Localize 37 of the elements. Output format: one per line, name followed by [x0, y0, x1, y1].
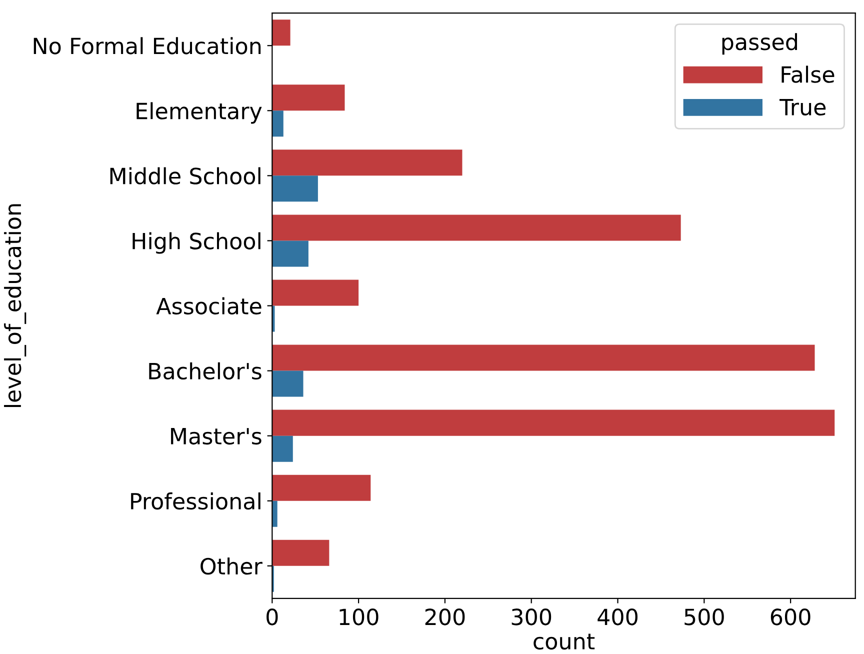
y-tick-label: Middle School	[110, 167, 260, 184]
bar	[272, 84, 345, 111]
bar	[272, 176, 318, 202]
bar	[272, 214, 681, 241]
bar	[272, 344, 815, 371]
bar	[272, 540, 330, 566]
x-tick-label: 200	[425, 608, 465, 626]
y-tick-label: High School	[132, 232, 260, 254]
legend-title: passed	[722, 33, 797, 55]
bar	[272, 110, 284, 137]
legend-label: False	[782, 66, 834, 83]
bar	[272, 150, 462, 176]
x-tick-label: 600	[770, 608, 810, 626]
y-tick-label: Associate	[156, 297, 262, 315]
y-axis-title: level_of_education	[4, 204, 26, 408]
x-axis-title: count	[534, 634, 595, 650]
legend-label: True	[780, 99, 826, 116]
y-tick-label: Bachelor's	[149, 362, 262, 380]
x-tick-label: 0	[266, 608, 278, 626]
bar	[272, 20, 290, 46]
y-tick-label: Other	[200, 557, 262, 575]
x-tick-label: 100	[340, 608, 378, 626]
bar	[272, 240, 308, 267]
bar	[272, 474, 371, 501]
y-tick-label: Master's	[171, 428, 262, 445]
bar	[272, 306, 275, 332]
bar	[272, 280, 359, 306]
bar	[272, 370, 304, 397]
y-tick-label: Elementary	[136, 102, 262, 124]
bar	[272, 500, 278, 527]
x-tick-label: 400	[598, 608, 638, 626]
bar	[272, 436, 293, 462]
bar	[272, 410, 835, 436]
x-tick-label: 300	[512, 608, 552, 626]
y-tick-label: No Formal Education	[34, 37, 261, 54]
y-tick-label: Professional	[131, 492, 260, 510]
x-tick-label: 500	[684, 608, 724, 626]
